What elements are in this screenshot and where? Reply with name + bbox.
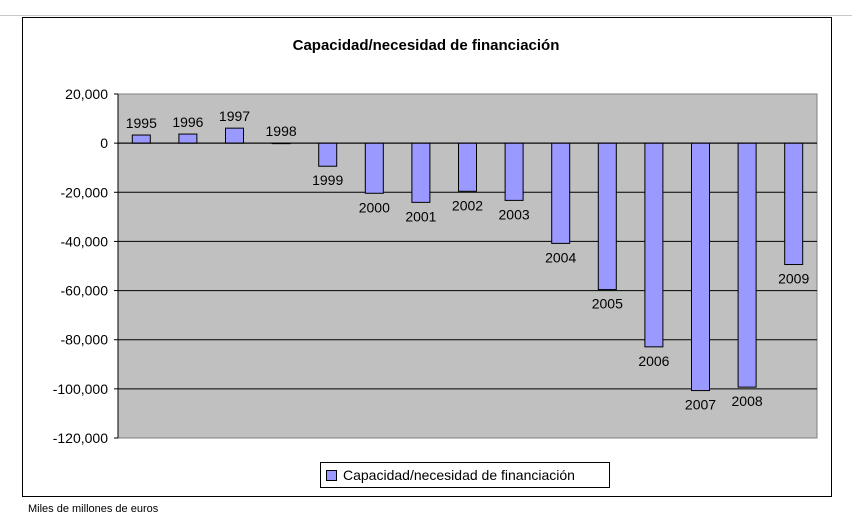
bar <box>458 142 477 192</box>
bar <box>784 142 804 266</box>
data-label: 2004 <box>545 249 576 265</box>
chart-title: Capacidad/necesidad de financiación <box>292 37 560 54</box>
y-tick-label: 0 <box>100 135 108 151</box>
data-label: 1996 <box>172 114 203 130</box>
bar <box>364 142 384 194</box>
bar <box>318 142 338 167</box>
bar <box>178 133 198 144</box>
data-label: 1995 <box>126 115 157 131</box>
legend: Capacidad/necesidad de financiación <box>320 462 610 488</box>
bar <box>597 142 617 291</box>
bar <box>644 142 664 348</box>
data-label: 2002 <box>452 197 483 213</box>
data-label: 1998 <box>266 123 297 139</box>
bar <box>737 142 757 388</box>
y-tick-label: -80,000 <box>61 332 109 348</box>
bar <box>131 134 151 144</box>
data-label: 2006 <box>638 353 669 369</box>
legend-swatch <box>326 469 337 481</box>
data-label: 2003 <box>499 206 530 222</box>
footnote: Miles de millones de euros <box>28 503 159 515</box>
bar <box>504 142 524 201</box>
y-tick-label: -120,000 <box>53 430 108 446</box>
y-tick-label: -100,000 <box>53 381 108 397</box>
bar <box>411 142 431 203</box>
y-tick-label: -40,000 <box>61 233 109 249</box>
bar <box>225 127 244 144</box>
y-tick-label: 20,000 <box>65 86 108 102</box>
bar <box>691 142 710 392</box>
data-label: 2008 <box>732 393 763 409</box>
y-tick-label: -60,000 <box>61 283 109 299</box>
y-tick-label: -20,000 <box>61 184 109 200</box>
data-label: 2001 <box>405 208 436 224</box>
data-label: 2000 <box>359 199 390 215</box>
top-divider <box>0 15 852 16</box>
data-label: 2009 <box>778 271 809 287</box>
data-label: 1999 <box>312 172 343 188</box>
bar <box>551 142 571 244</box>
data-label: 2007 <box>685 397 716 413</box>
legend-label: Capacidad/necesidad de financiación <box>343 467 575 483</box>
data-label: 2005 <box>592 296 623 312</box>
data-label: 1997 <box>219 108 250 124</box>
